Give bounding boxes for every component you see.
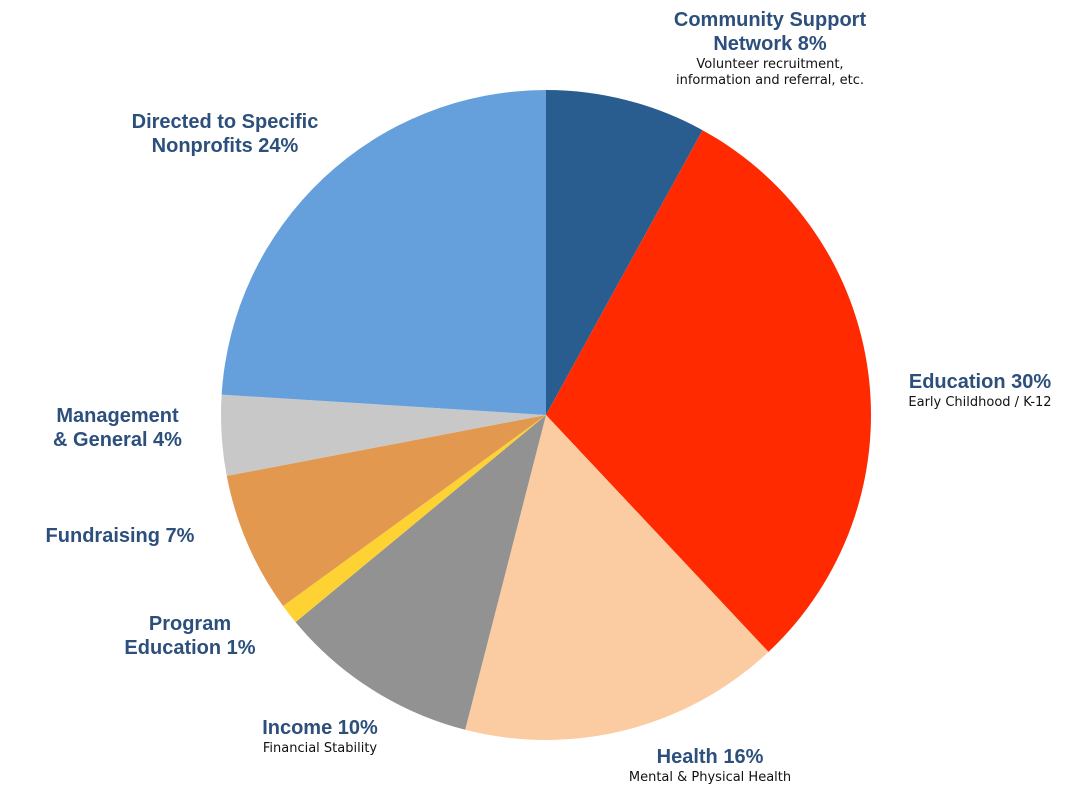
slice-label-line: Management xyxy=(56,405,179,427)
slice-label-line: Directed to Specific xyxy=(131,111,319,133)
slice-label-line: Education 30% xyxy=(908,371,1052,393)
pie-slice-1 xyxy=(546,130,871,652)
pie-slice-0 xyxy=(546,90,703,415)
slice-label-7: Directed to Specific Nonprofits 24% xyxy=(95,110,355,158)
pie-slice-5 xyxy=(226,415,546,607)
slice-label-line: Fundraising 7% xyxy=(45,525,195,547)
slice-label-6: Management & General 4% xyxy=(25,404,210,452)
pie-slice-2 xyxy=(465,415,769,740)
slice-label-line: & General 4% xyxy=(53,429,182,451)
slice-sublabel-line: Mental & Physical Health xyxy=(628,770,792,785)
pie-slice-4 xyxy=(283,415,546,623)
pie-slice-6 xyxy=(220,394,547,476)
slice-label-line: Income 10% xyxy=(262,717,378,739)
slice-sublabel-line: Early Childhood / K-12 xyxy=(908,395,1052,410)
slice-label-0: Community Support Network 8% Volunteer rec… xyxy=(620,8,920,88)
slice-sublabel-line: information and referral, etc. xyxy=(675,73,865,88)
slice-label-1: Education 30% Early Childhood / K-12 xyxy=(880,370,1080,410)
slice-label-line: Education 1% xyxy=(124,637,256,659)
slice-label-2: Health 16% Mental & Physical Health xyxy=(590,745,830,785)
slice-label-line: Network 8% xyxy=(713,33,827,55)
slice-label-line: Program xyxy=(148,613,232,635)
slice-label-4: Program Education 1% xyxy=(100,612,280,660)
slice-label-line: Nonprofits 24% xyxy=(151,135,299,157)
slice-label-line: Community Support xyxy=(673,9,867,31)
slice-label-3: Income 10% Financial Stability xyxy=(225,716,415,756)
slice-label-5: Fundraising 7% xyxy=(20,524,220,548)
slice-label-line: Health 16% xyxy=(656,746,764,768)
pie-slice-3 xyxy=(295,415,546,730)
slice-sublabel-line: Financial Stability xyxy=(262,741,378,756)
slice-sublabel-line: Volunteer recruitment, xyxy=(696,57,844,72)
pie-slice-7 xyxy=(221,90,546,415)
